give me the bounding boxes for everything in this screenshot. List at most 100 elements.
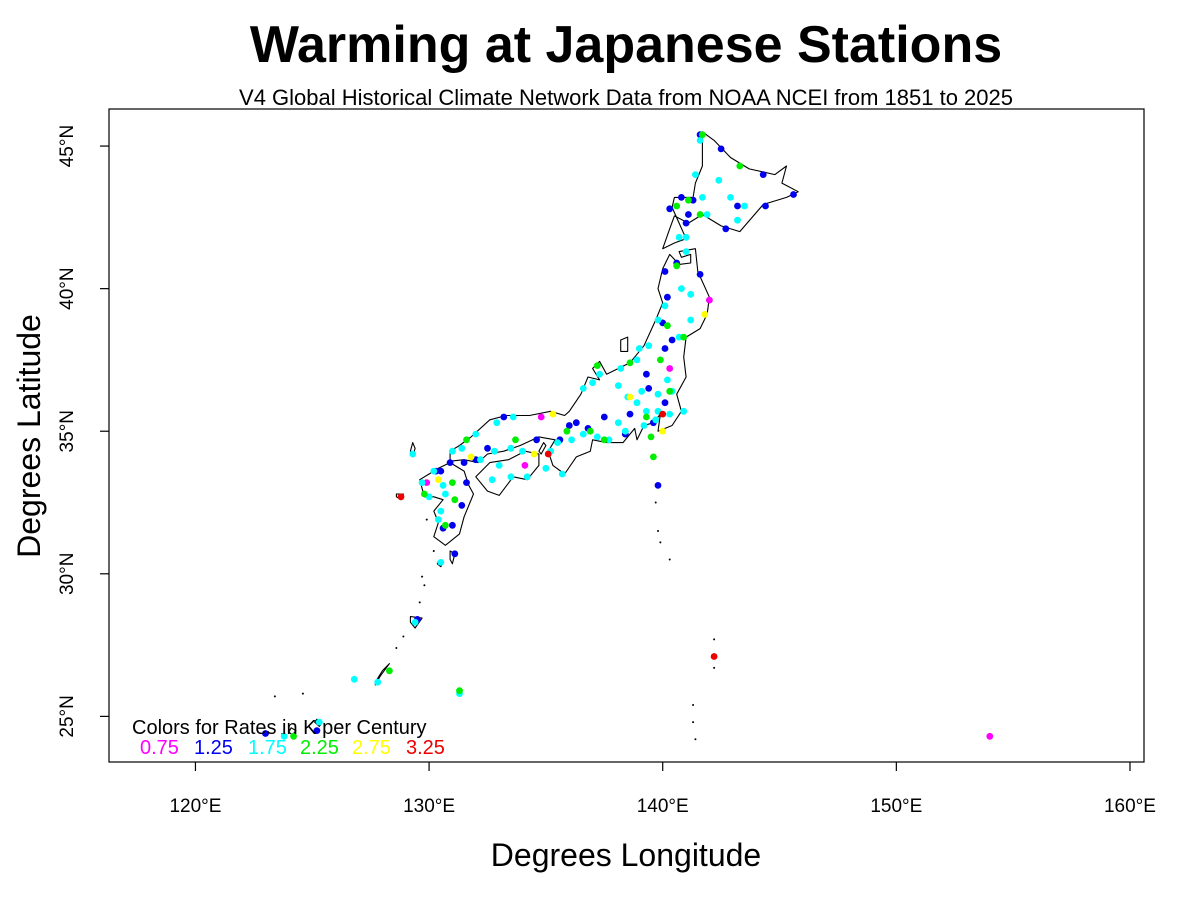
station-point <box>696 211 704 218</box>
legend-entry: 3.25 <box>406 737 445 759</box>
station-point <box>435 476 442 484</box>
station-point <box>643 407 650 415</box>
y-axis-title: Degrees Latitude <box>11 314 47 558</box>
station-point <box>435 516 442 523</box>
x-axis-title: Degrees Longitude <box>491 837 761 873</box>
y-tick-label: 35°N <box>57 410 78 452</box>
station-point <box>645 385 653 392</box>
x-axis: 120°E 130°E 140°E 150°E 160°E <box>169 762 1156 817</box>
station-point <box>500 413 508 421</box>
station-point <box>685 211 692 218</box>
station-point <box>593 362 601 369</box>
station-point <box>449 479 456 486</box>
station-point <box>460 459 468 466</box>
legend-items: 0.75 1.25 1.75 2.25 2.75 3.25 <box>140 737 445 759</box>
station-point <box>650 453 657 461</box>
station-point <box>262 730 269 737</box>
islet <box>692 721 695 724</box>
station-point <box>668 336 676 344</box>
station-point <box>350 675 358 683</box>
station-point <box>554 439 561 446</box>
islet <box>423 584 426 587</box>
station-point <box>652 416 660 424</box>
legend: Colors for Rates in K per Century 0.75 1.… <box>132 717 445 759</box>
station-point <box>386 667 393 675</box>
station-point <box>657 356 664 364</box>
islet <box>713 666 716 669</box>
station-point <box>430 467 438 475</box>
station-points <box>262 131 994 740</box>
islet <box>657 530 660 533</box>
station-point <box>537 413 545 421</box>
station-point <box>626 393 634 401</box>
islet <box>654 501 657 504</box>
station-point <box>600 436 608 444</box>
station-point <box>437 467 445 475</box>
coastline-segment <box>538 442 547 455</box>
station-point <box>640 422 648 429</box>
islet <box>301 692 304 695</box>
y-axis: 25°N 30°N 35°N 40°N 45°N <box>57 125 109 738</box>
station-point <box>437 507 445 515</box>
station-point <box>397 493 405 501</box>
station-point <box>542 464 550 472</box>
station-point <box>692 171 699 179</box>
station-point <box>313 727 321 734</box>
small-islands <box>273 501 716 741</box>
islet <box>425 518 428 521</box>
station-point <box>530 450 538 458</box>
y-tick-label: 40°N <box>57 267 78 309</box>
station-point <box>678 194 685 201</box>
station-point <box>736 162 744 170</box>
station-point <box>661 268 669 275</box>
station-point <box>717 145 725 153</box>
islet <box>273 695 276 698</box>
station-point <box>722 225 730 233</box>
islet <box>692 703 695 706</box>
y-tick-label: 25°N <box>57 695 78 737</box>
station-point <box>790 191 797 198</box>
station-point <box>507 473 515 481</box>
station-point <box>696 271 704 278</box>
legend-entry: 2.25 <box>300 737 339 759</box>
station-point <box>484 444 491 452</box>
x-tick-label: 150°E <box>870 796 922 817</box>
station-point <box>523 473 531 481</box>
coastline-segment <box>475 450 540 496</box>
station-point <box>451 550 459 558</box>
station-point <box>565 422 573 429</box>
station-point <box>512 436 519 444</box>
legend-entry: 1.75 <box>248 737 287 759</box>
station-point <box>463 479 470 486</box>
islet <box>694 738 697 741</box>
station-point <box>458 444 466 452</box>
station-point <box>421 490 428 498</box>
japan-coastline <box>281 131 799 739</box>
islet <box>713 638 716 641</box>
station-point <box>477 456 484 464</box>
station-point <box>741 202 748 210</box>
station-point <box>442 521 449 529</box>
y-tick-label: 30°N <box>57 553 78 595</box>
station-point <box>682 248 690 256</box>
station-point <box>509 413 517 421</box>
station-point <box>568 436 575 444</box>
station-point <box>689 196 697 204</box>
station-point <box>491 447 498 455</box>
chart-title: Warming at Japanese Stations <box>250 16 1002 74</box>
station-point <box>706 296 713 304</box>
station-point <box>675 233 683 241</box>
chart-subtitle: V4 Global Historical Climate Network Dat… <box>239 85 1013 110</box>
station-point <box>687 290 695 298</box>
station-point <box>463 436 470 444</box>
station-point <box>593 433 601 441</box>
station-point <box>621 427 629 435</box>
station-point <box>664 376 671 384</box>
islet <box>421 575 424 578</box>
station-point <box>442 490 449 498</box>
station-point <box>451 496 459 504</box>
station-point <box>673 262 681 270</box>
coastline-segment <box>620 336 629 352</box>
station-point <box>680 333 688 341</box>
